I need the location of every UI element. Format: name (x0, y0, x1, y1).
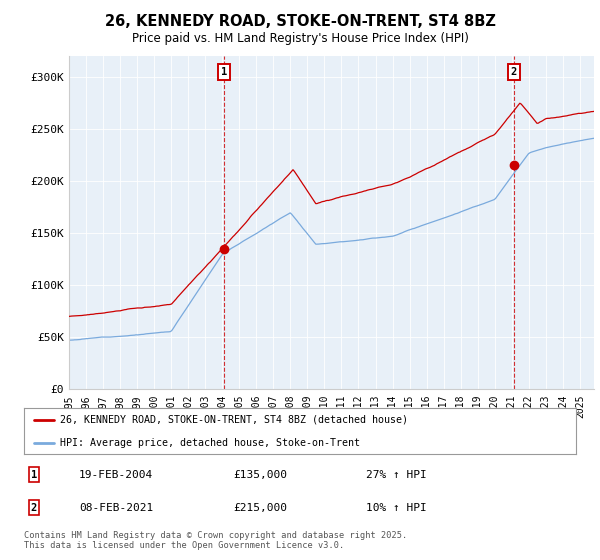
Text: £215,000: £215,000 (234, 503, 288, 513)
Text: 1: 1 (221, 67, 227, 77)
Text: Price paid vs. HM Land Registry's House Price Index (HPI): Price paid vs. HM Land Registry's House … (131, 32, 469, 45)
Text: 19-FEB-2004: 19-FEB-2004 (79, 470, 154, 480)
Text: Contains HM Land Registry data © Crown copyright and database right 2025.
This d: Contains HM Land Registry data © Crown c… (24, 531, 407, 550)
Text: 08-FEB-2021: 08-FEB-2021 (79, 503, 154, 513)
Text: 26, KENNEDY ROAD, STOKE-ON-TRENT, ST4 8BZ: 26, KENNEDY ROAD, STOKE-ON-TRENT, ST4 8B… (104, 14, 496, 29)
Text: 2: 2 (511, 67, 517, 77)
Text: 10% ↑ HPI: 10% ↑ HPI (366, 503, 427, 513)
Text: 27% ↑ HPI: 27% ↑ HPI (366, 470, 427, 480)
Text: 26, KENNEDY ROAD, STOKE-ON-TRENT, ST4 8BZ (detached house): 26, KENNEDY ROAD, STOKE-ON-TRENT, ST4 8B… (60, 414, 408, 424)
Text: HPI: Average price, detached house, Stoke-on-Trent: HPI: Average price, detached house, Stok… (60, 437, 360, 447)
Text: £135,000: £135,000 (234, 470, 288, 480)
Text: 1: 1 (31, 470, 37, 480)
Text: 2: 2 (31, 503, 37, 513)
